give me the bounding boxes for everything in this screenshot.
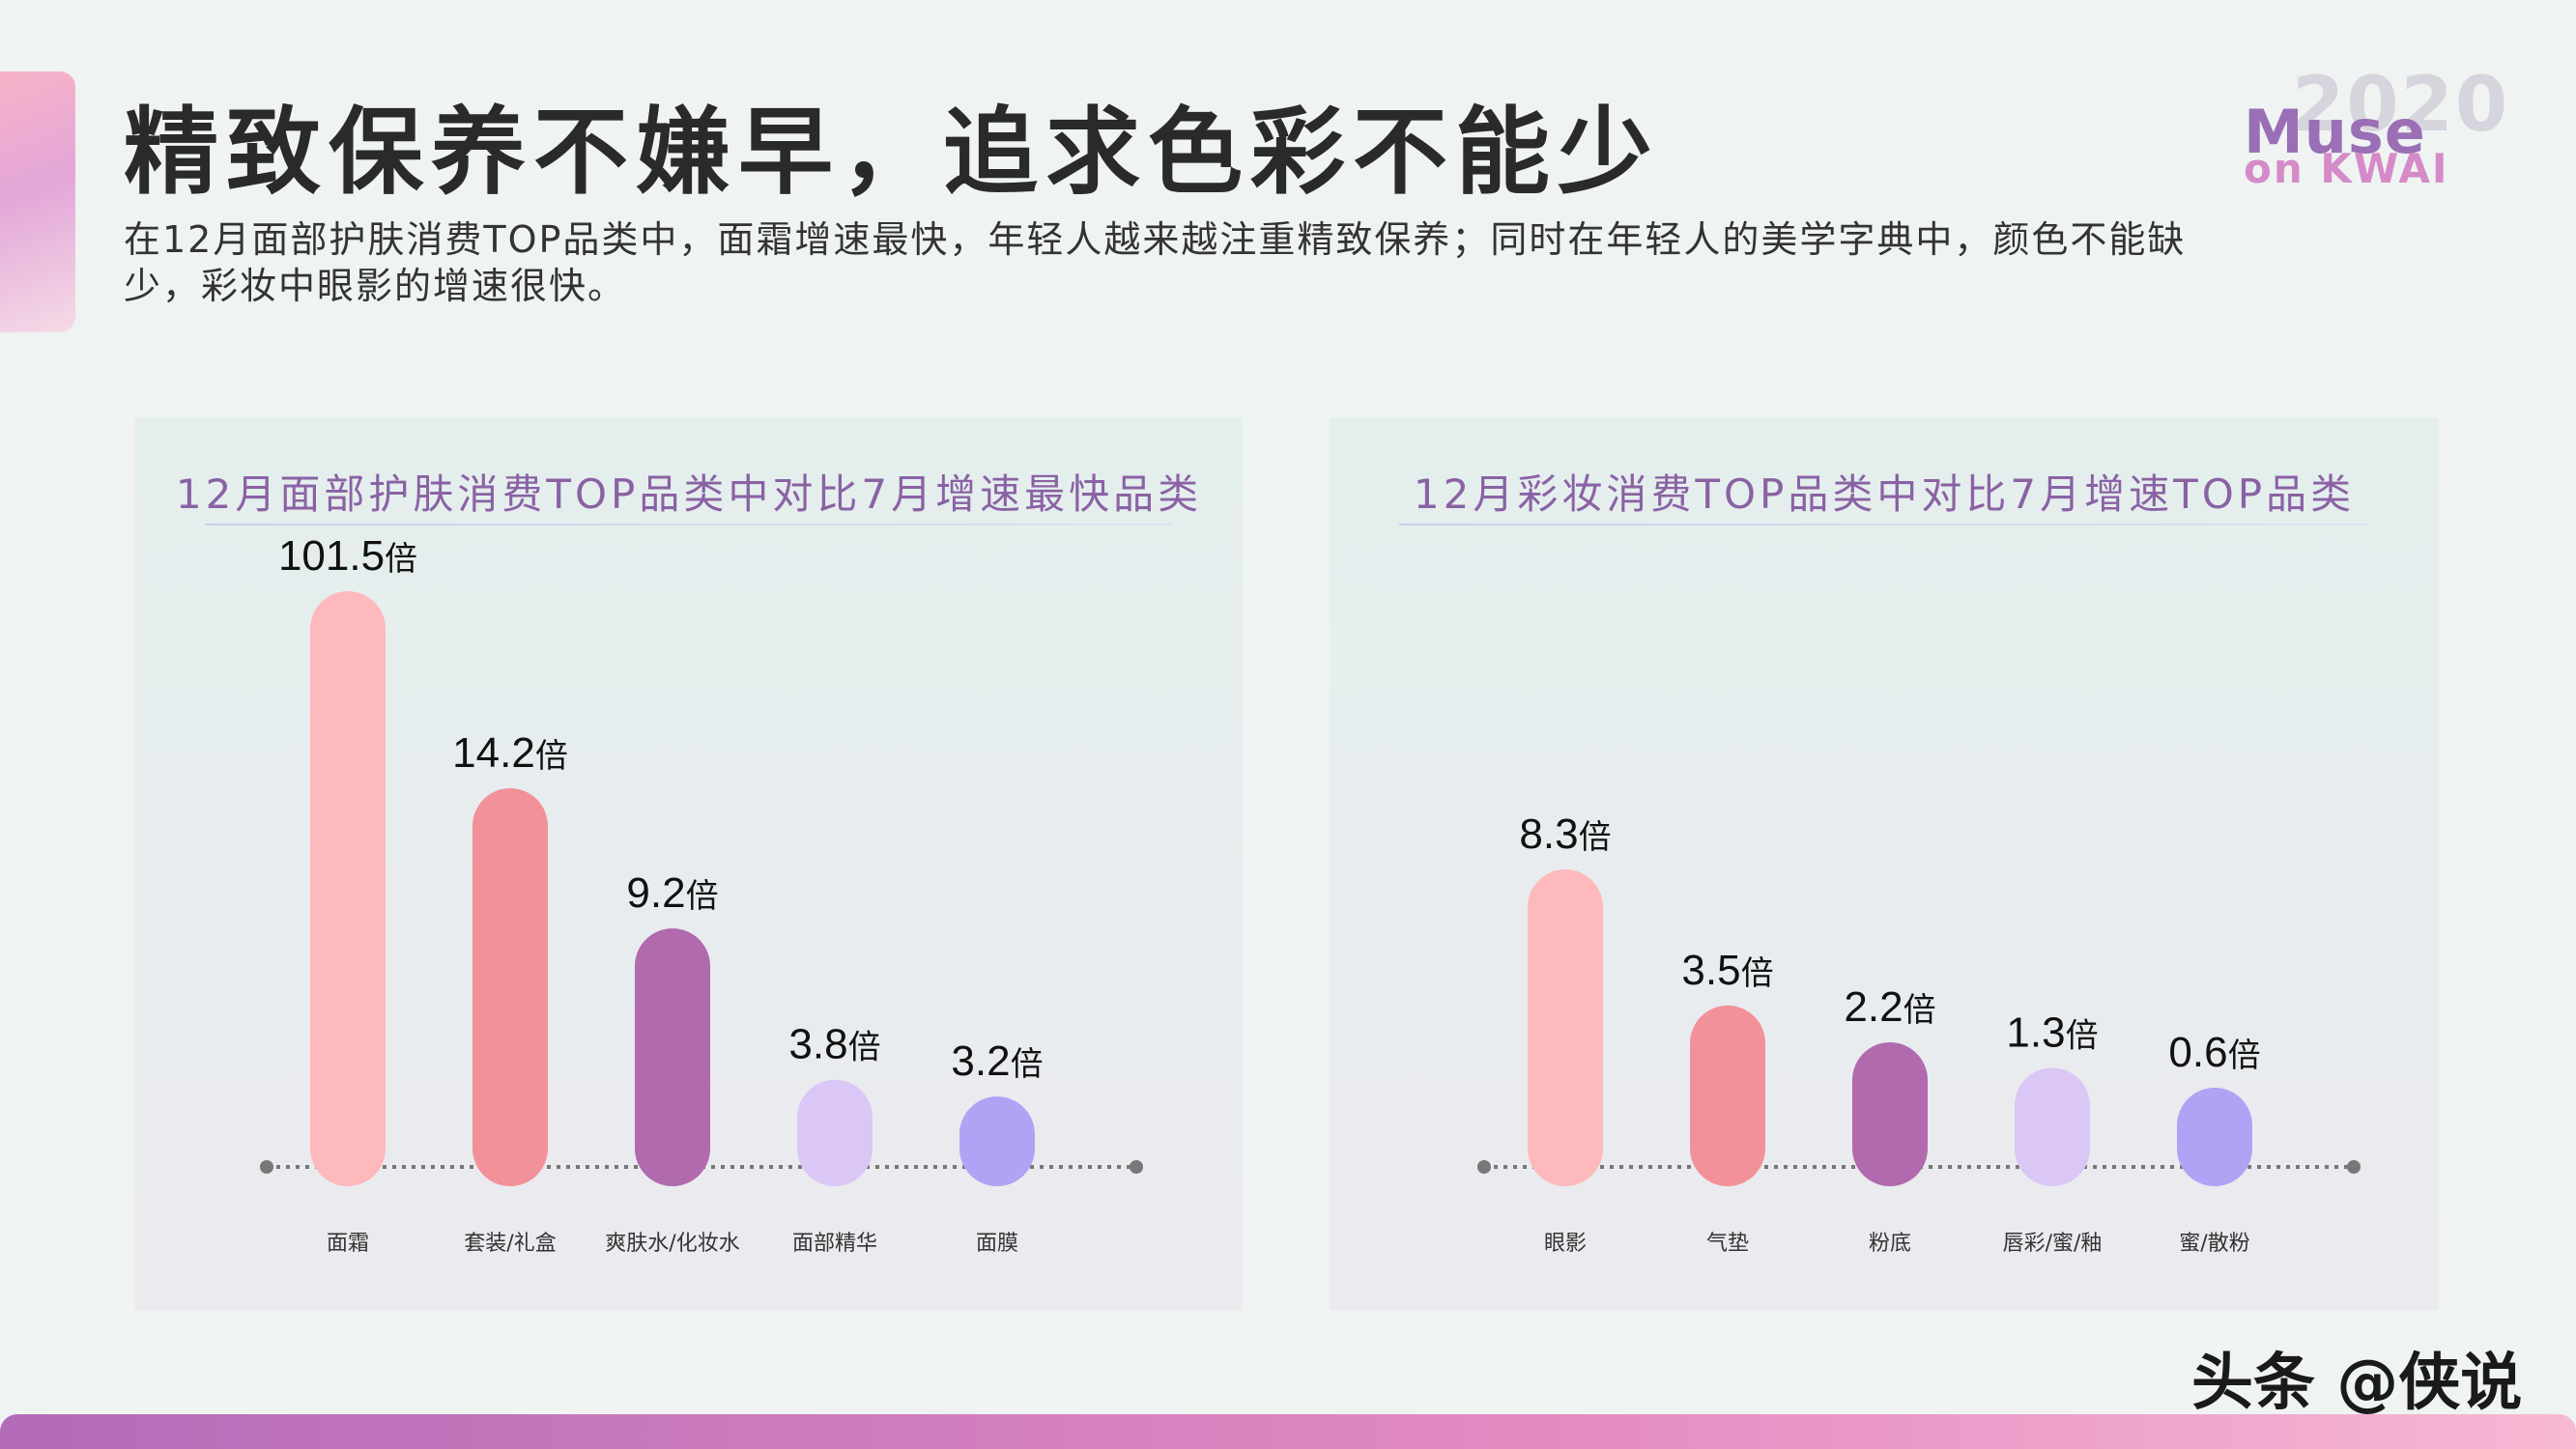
bar [2177,1088,2252,1186]
bar-value-label: 101.5倍 [278,532,417,580]
watermark: 头条 @侠说 [2191,1348,2523,1419]
bar [1528,869,1603,1186]
category-label: 蜜/散粉 [2179,1232,2249,1256]
category-label: 眼影 [1544,1232,1587,1256]
bar [797,1079,873,1186]
chart-title: 12月面部护肤消费TOP品类中对比7月增速最快品类 [175,470,1203,518]
page-subtitle: 在12月面部护肤消费TOP品类中，面霜增速最快，年轻人越来越注重精致保养；同时在… [124,218,2187,307]
skincare-chart-panel: 12月面部护肤消费TOP品类中对比7月增速最快品类 101.5倍面霜 14.2倍套… [135,417,1243,1310]
bar-value-label: 3.5倍 [1681,947,1773,994]
baseline-end-dot [1130,1160,1143,1174]
category-label: 气垫 [1706,1232,1749,1256]
bar [2015,1067,2090,1186]
bar-value-label: 8.3倍 [1519,810,1611,858]
baseline-end-dot [1477,1160,1491,1174]
bottom-gradient-bar [0,1414,2576,1449]
category-label: 面霜 [327,1232,369,1256]
bar-value-label: 9.2倍 [626,869,718,917]
title-divider [205,524,1173,526]
logo-kwai: on KWAI [2244,145,2449,192]
bar [959,1096,1035,1186]
bar-value-label: 3.2倍 [951,1037,1043,1085]
category-label: 唇彩/蜜/釉 [2003,1232,2103,1256]
logo-muse: Muse [2244,97,2426,167]
logo-year: 2020 [2292,62,2510,149]
bar-value-label: 2.2倍 [1844,983,1935,1031]
muse-on-kwai-logo: 2020 Muse on KWAI [2240,62,2507,197]
category-label: 爽肤水/化妆水 [605,1232,739,1256]
bar [1852,1042,1928,1186]
chart-title: 12月彩妆消费TOP品类中对比7月增速TOP品类 [1413,470,2356,518]
bar-value-label: 1.3倍 [2006,1009,2098,1056]
page-title: 精致保养不嫌早，追求色彩不能少 [124,98,1661,208]
baseline-end-dot [260,1160,273,1174]
title-divider [1399,524,2369,526]
category-label: 面部精华 [792,1232,877,1256]
bar [635,928,710,1186]
bar-value-label: 3.8倍 [788,1021,880,1068]
bar [472,788,548,1186]
bar-value-label: 14.2倍 [452,729,568,777]
category-label: 套装/礼盒 [464,1232,556,1256]
left-accent-bar [0,71,75,332]
bar [310,591,386,1186]
category-label: 面膜 [976,1232,1018,1256]
baseline-end-dot [2347,1160,2361,1174]
bar [1690,1005,1765,1186]
makeup-chart-panel: 12月彩妆消费TOP品类中对比7月增速TOP品类 8.3倍眼影 3.5倍气垫 2.2… [1330,417,2439,1310]
category-label: 粉底 [1869,1232,1911,1256]
bar-value-label: 0.6倍 [2168,1029,2260,1076]
